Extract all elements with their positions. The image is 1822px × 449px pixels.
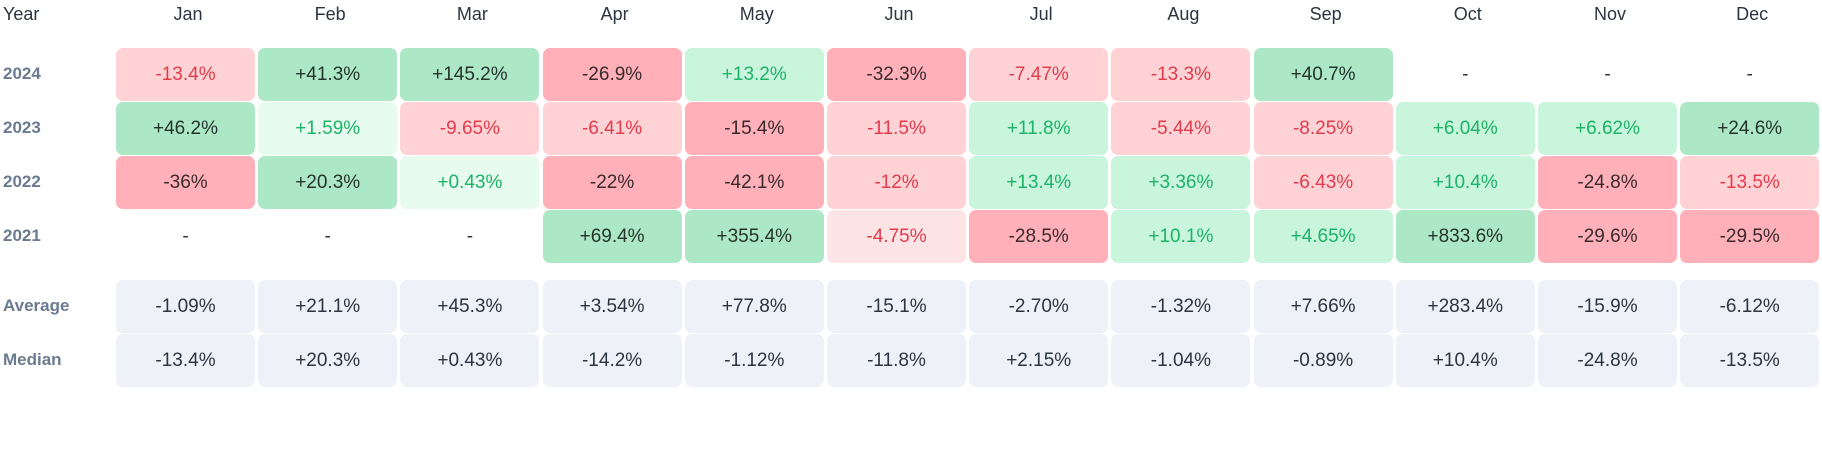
month-header-feb: Feb [314,4,346,24]
return-cell: -26.9% [542,48,682,101]
return-cell: +0.43% [400,156,540,209]
stat-cell: +77.8% [684,280,824,333]
return-cell: - [1746,63,1753,85]
return-cell: +6.62% [1538,102,1677,155]
stat-cell: -13.5% [1680,334,1820,387]
return-cell: -4.75% [827,210,966,263]
month-header-dec: Dec [1736,4,1769,24]
return-cell: - [182,225,189,247]
return-cell: -22% [542,156,682,209]
return-cell: -42.1% [684,156,824,209]
return-cell: +41.3% [258,48,398,101]
return-cell: -12% [827,156,966,209]
stat-cell: +21.1% [258,280,398,333]
stat-cell: +10.4% [1395,334,1535,387]
return-cell: - [466,225,474,247]
return-cell: -24.8% [1538,156,1677,209]
return-cell: - [1462,63,1469,85]
return-cell: - [324,225,331,247]
stat-cell: +0.43% [400,334,540,387]
stat-cell: +2.15% [969,334,1109,387]
stat-cell: +20.3% [258,334,398,387]
return-cell: +13.2% [684,48,824,101]
return-cell: -13.3% [1111,48,1251,101]
return-cell: +20.3% [258,156,398,209]
return-cell: +355.4% [684,210,824,263]
stat-cell: -11.8% [827,334,966,387]
month-header-may: May [739,4,774,24]
stat-cell: -6.12% [1680,280,1820,333]
stat-cell: -15.1% [827,280,966,333]
return-cell: -29.6% [1538,210,1677,263]
year-row-label: 2022 [3,172,41,191]
return-cell: +24.6% [1680,102,1820,155]
return-cell: +10.4% [1395,156,1535,209]
return-cell: -29.5% [1680,210,1820,263]
stat-cell: +283.4% [1395,280,1535,333]
stat-row-label: Average [3,296,70,315]
year-row-label: 2023 [3,118,41,137]
return-cell: +40.7% [1253,48,1393,101]
return-cell: -7.47% [969,48,1109,101]
return-cell: +69.4% [542,210,682,263]
return-cell: +10.1% [1111,210,1251,263]
return-cell: -13.5% [1680,156,1820,209]
return-cell: -15.4% [684,102,824,155]
stat-cell: -0.89% [1253,334,1393,387]
stat-cell: -1.09% [116,280,255,333]
year-row-label: 2021 [3,226,41,245]
month-header-oct: Oct [1453,4,1482,24]
stat-cell: +7.66% [1253,280,1393,333]
return-cell: -28.5% [969,210,1109,263]
return-cell: -32.3% [827,48,966,101]
return-cell: - [1604,63,1611,85]
return-cell: -11.5% [827,102,966,155]
return-cell: +833.6% [1395,210,1535,263]
return-cell: +1.59% [258,102,398,155]
return-cell: -6.41% [542,102,682,155]
month-header-apr: Apr [600,4,629,24]
return-cell: -36% [116,156,255,209]
stat-cell: -1.12% [684,334,824,387]
year-column-header: Year [3,4,40,24]
month-header-nov: Nov [1593,4,1626,24]
month-header-jul: Jul [1029,4,1053,24]
return-cell: -5.44% [1111,102,1251,155]
return-cell: +4.65% [1253,210,1393,263]
year-row-label: 2024 [3,64,41,83]
stat-cell: -24.8% [1538,334,1677,387]
stat-cell: -2.70% [969,280,1109,333]
return-cell: -13.4% [116,48,255,101]
stat-cell: +45.3% [400,280,540,333]
return-cell: +6.04% [1395,102,1535,155]
return-cell: -8.25% [1253,102,1393,155]
stat-cell: -1.32% [1111,280,1251,333]
stat-cell: +3.54% [542,280,682,333]
month-header-sep: Sep [1309,4,1342,24]
stat-row-label: Median [3,350,62,369]
return-cell: +46.2% [116,102,255,155]
stat-cell: -14.2% [542,334,682,387]
stat-cell: -1.04% [1111,334,1251,387]
return-cell: +11.8% [969,102,1109,155]
stat-cell: -13.4% [116,334,255,387]
month-header-mar: Mar [456,4,488,24]
stat-cell: -15.9% [1538,280,1677,333]
return-cell: +145.2% [400,48,540,101]
month-header-jan: Jan [173,4,203,24]
month-header-jun: Jun [884,4,914,24]
return-cell: -9.65% [400,102,540,155]
return-cell: +3.36% [1111,156,1251,209]
return-cell: -6.43% [1253,156,1393,209]
month-header-aug: Aug [1167,4,1200,24]
return-cell: +13.4% [969,156,1109,209]
